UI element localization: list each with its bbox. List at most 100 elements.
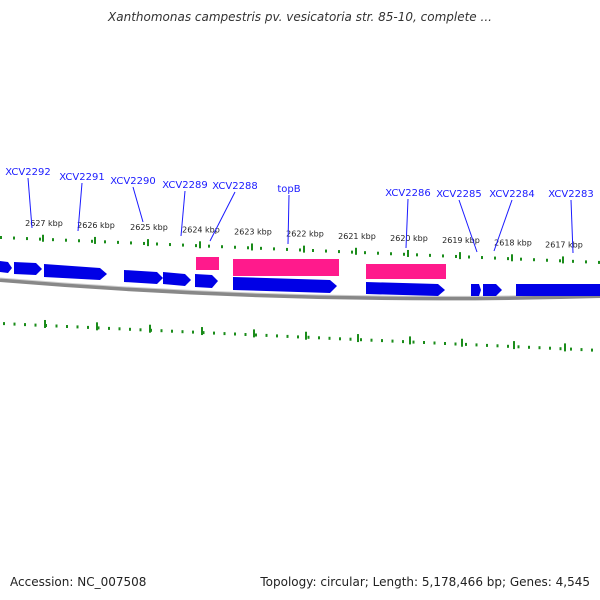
minor-tick <box>559 347 562 351</box>
major-tick <box>96 322 98 331</box>
minor-tick <box>580 348 583 352</box>
minor-tick <box>299 248 301 252</box>
minor-tick <box>118 327 121 331</box>
kbp-tick-label: 2620 kbp <box>390 234 428 243</box>
gene-arrow[interactable] <box>483 284 502 296</box>
minor-tick <box>325 249 327 253</box>
gene-label[interactable]: XCV2291 <box>59 172 104 183</box>
major-tick <box>564 343 566 352</box>
minor-tick <box>507 257 509 261</box>
gene-arrow[interactable] <box>233 277 337 293</box>
minor-tick <box>475 343 478 347</box>
backbone-arc <box>0 278 600 301</box>
minor-tick <box>520 257 522 261</box>
minor-tick <box>360 338 362 342</box>
gene-label-leader <box>77 182 83 232</box>
gene-block[interactable] <box>516 284 600 296</box>
minor-tick <box>517 345 520 349</box>
gene-arrow[interactable] <box>14 262 42 275</box>
minor-tick <box>390 252 392 256</box>
minor-tick <box>247 246 249 250</box>
kbp-tick-label: 2618 kbp <box>494 238 532 247</box>
minor-tick <box>377 251 379 255</box>
gene-label[interactable]: XCV2290 <box>110 176 155 187</box>
minor-tick <box>465 342 467 346</box>
gene-arrow[interactable] <box>124 270 163 284</box>
minor-tick <box>494 256 496 260</box>
major-tick <box>42 234 44 242</box>
minor-tick <box>91 239 93 243</box>
major-tick <box>513 341 515 350</box>
minor-tick <box>260 246 262 250</box>
minor-tick <box>328 336 331 340</box>
gene-arrow[interactable] <box>0 261 12 273</box>
minor-tick <box>13 322 16 326</box>
major-tick <box>305 331 307 340</box>
minor-tick <box>130 241 132 245</box>
kbp-tick-label: 2626 kbp <box>77 221 115 230</box>
minor-tick <box>486 343 488 347</box>
minor-tick <box>454 342 457 346</box>
gene-label[interactable]: topB <box>277 184 300 195</box>
kbp-tick-label: 2625 kbp <box>130 223 168 232</box>
gene-label-leader <box>180 190 186 237</box>
gene-label[interactable]: XCV2289 <box>162 180 207 191</box>
kbp-tick-label: 2623 kbp <box>234 227 272 236</box>
gene-label-leader <box>405 198 409 249</box>
minor-tick <box>139 328 142 332</box>
major-tick <box>407 249 409 257</box>
minor-tick <box>391 339 394 343</box>
major-tick <box>511 254 513 262</box>
minor-tick <box>507 344 509 348</box>
gene-label-leader <box>570 199 574 254</box>
minor-tick <box>66 325 68 328</box>
kbp-tick-label: 2627 kbp <box>25 219 63 228</box>
gene-label[interactable]: XCV2292 <box>5 167 50 178</box>
minor-tick <box>444 342 446 345</box>
minor-tick <box>234 245 236 249</box>
gene-track <box>0 257 600 296</box>
gene-label[interactable]: XCV2286 <box>385 188 430 199</box>
minor-tick <box>318 336 320 340</box>
minor-tick <box>297 335 299 339</box>
minor-tick <box>286 334 289 338</box>
gene-arrow[interactable] <box>471 284 481 296</box>
minor-tick <box>538 346 541 350</box>
minor-tick <box>549 346 551 350</box>
minor-tick <box>195 244 197 248</box>
gene-label[interactable]: XCV2288 <box>212 181 257 192</box>
genome-summary-text: Topology: circular; Length: 5,178,466 bp… <box>260 575 590 589</box>
minor-tick <box>0 236 2 239</box>
gene-label-leader <box>209 191 236 242</box>
gene-label[interactable]: XCV2284 <box>489 189 534 200</box>
major-tick <box>357 334 359 343</box>
gene-arrow[interactable] <box>163 272 191 286</box>
gene-arrow[interactable] <box>44 264 107 280</box>
minor-tick <box>585 260 587 264</box>
minor-tick <box>559 259 561 263</box>
minor-tick <box>208 244 210 248</box>
major-tick <box>251 243 253 251</box>
minor-tick <box>156 242 158 246</box>
minor-tick <box>286 247 288 251</box>
minor-tick <box>234 332 236 336</box>
major-tick <box>409 336 411 345</box>
gene-block-pink[interactable] <box>196 257 219 270</box>
gene-arrow[interactable] <box>366 282 445 296</box>
gene-label-leader <box>132 186 144 223</box>
gene-label[interactable]: XCV2283 <box>548 189 593 200</box>
gene-block-pink[interactable] <box>233 259 339 276</box>
minor-tick <box>442 254 444 258</box>
minor-tick <box>370 338 373 342</box>
gene-block-pink[interactable] <box>366 264 446 279</box>
gene-label[interactable]: XCV2285 <box>436 189 481 200</box>
minor-tick <box>129 327 131 331</box>
map-title: Xanthomonas campestris pv. vesicatoria s… <box>108 10 492 24</box>
minor-tick <box>403 252 405 256</box>
gene-arrow[interactable] <box>195 274 218 288</box>
major-tick <box>149 324 151 333</box>
minor-tick <box>307 335 310 339</box>
minor-tick <box>572 259 574 263</box>
gene-label-leader <box>493 199 513 252</box>
